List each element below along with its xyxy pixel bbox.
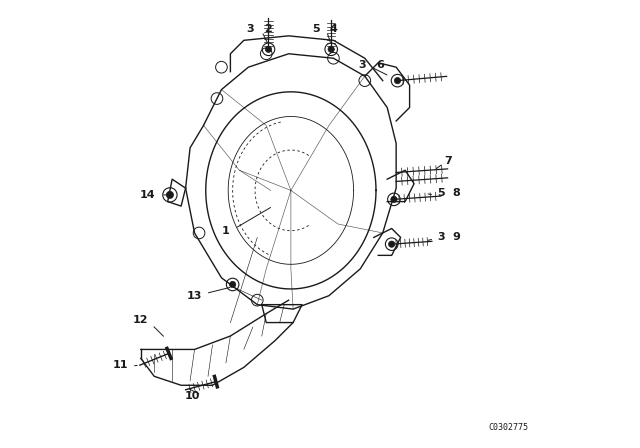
Text: 9: 9 xyxy=(452,233,461,242)
Text: 3: 3 xyxy=(247,24,254,34)
Text: 5: 5 xyxy=(312,24,319,34)
Text: 3: 3 xyxy=(359,60,366,70)
Circle shape xyxy=(266,46,271,52)
Text: 5: 5 xyxy=(437,188,445,198)
Text: 12: 12 xyxy=(133,315,148,325)
Circle shape xyxy=(388,241,395,247)
Text: 14: 14 xyxy=(140,190,156,200)
Text: 13: 13 xyxy=(187,291,202,301)
Text: C0302775: C0302775 xyxy=(488,423,528,432)
Text: 6: 6 xyxy=(376,60,385,70)
Text: 3: 3 xyxy=(437,233,445,242)
Text: 8: 8 xyxy=(452,188,461,198)
Text: 2: 2 xyxy=(264,24,273,34)
Text: 4: 4 xyxy=(330,24,337,34)
Text: 7: 7 xyxy=(444,156,452,166)
Circle shape xyxy=(394,78,401,84)
Circle shape xyxy=(391,196,397,202)
Circle shape xyxy=(230,281,236,288)
Circle shape xyxy=(328,46,334,52)
Text: 1: 1 xyxy=(222,226,230,236)
Circle shape xyxy=(166,191,173,198)
Text: 11: 11 xyxy=(113,360,129,370)
Text: 10: 10 xyxy=(184,392,200,401)
